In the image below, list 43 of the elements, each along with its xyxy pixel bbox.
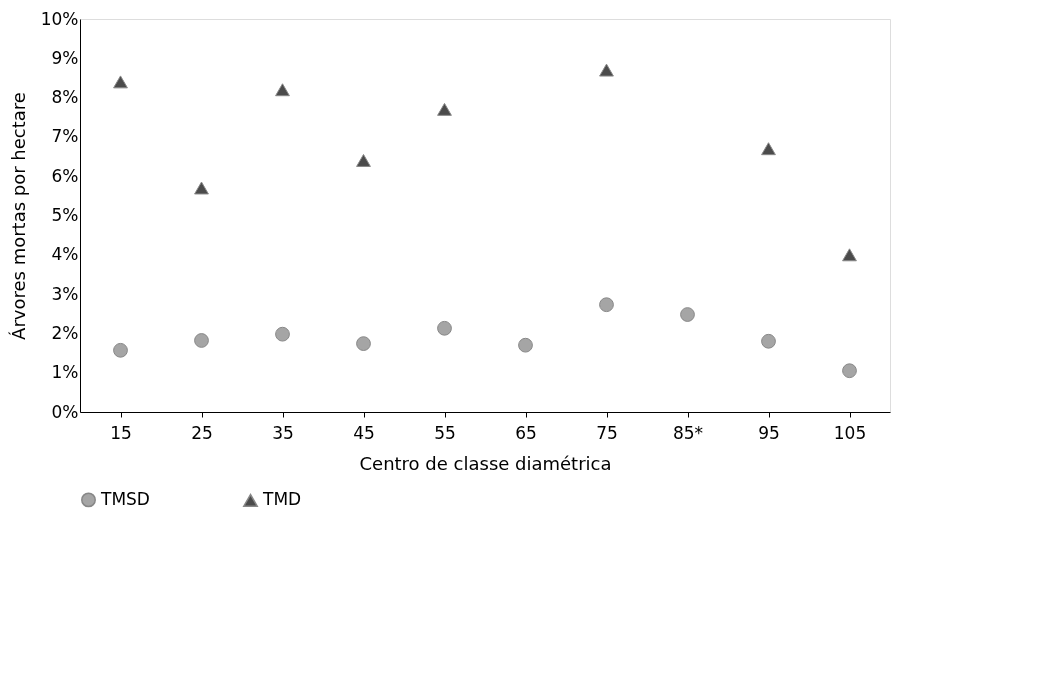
- point: [761, 333, 776, 349]
- y-tick-label: 6%: [51, 165, 79, 186]
- legend-label: TMSD: [100, 488, 150, 509]
- x-tick-label: 75: [596, 422, 618, 443]
- y-tick-label: 0%: [51, 401, 79, 422]
- point: [599, 63, 614, 77]
- point: [194, 181, 209, 195]
- point: [437, 102, 452, 116]
- point: [356, 336, 371, 351]
- point: [275, 83, 290, 97]
- y-tick-label: 3%: [51, 283, 79, 304]
- point: [113, 342, 128, 358]
- x-tick-label: 55: [434, 422, 456, 443]
- y-tick-label: 4%: [51, 244, 79, 265]
- x-tick-label: 15: [110, 422, 132, 443]
- y-axis-title: Árvores mortas por hectare: [7, 92, 29, 340]
- y-tick-label: 9%: [51, 47, 79, 68]
- point: [437, 320, 452, 336]
- x-tick-label: 85*: [672, 422, 704, 443]
- x-tick-label: 105: [833, 422, 867, 443]
- x-tick-label: 65: [515, 422, 537, 443]
- point: [842, 363, 857, 379]
- y-tick-label: 5%: [51, 205, 79, 225]
- point: [113, 75, 128, 89]
- y-tick-label: 1%: [51, 362, 79, 383]
- y-tick-label: 7%: [51, 126, 79, 147]
- point: [842, 248, 857, 262]
- point: [680, 307, 695, 322]
- y-tick-label: 2%: [51, 322, 79, 343]
- point: [518, 337, 533, 353]
- y-tick-label: 10%: [40, 8, 79, 29]
- point: [599, 297, 614, 313]
- legend-label: TMD: [262, 489, 302, 510]
- point: [194, 333, 209, 348]
- point: [356, 154, 371, 167]
- y-tick-label: 8%: [51, 87, 79, 108]
- x-tick-label: 45: [353, 422, 375, 443]
- point: [761, 142, 776, 156]
- x-axis-title: Centro de classe diamétrica: [359, 452, 612, 474]
- point: [275, 326, 290, 342]
- x-tick-label: 35: [272, 422, 294, 443]
- x-tick-label: 25: [191, 422, 213, 443]
- x-tick-label: 95: [758, 422, 780, 443]
